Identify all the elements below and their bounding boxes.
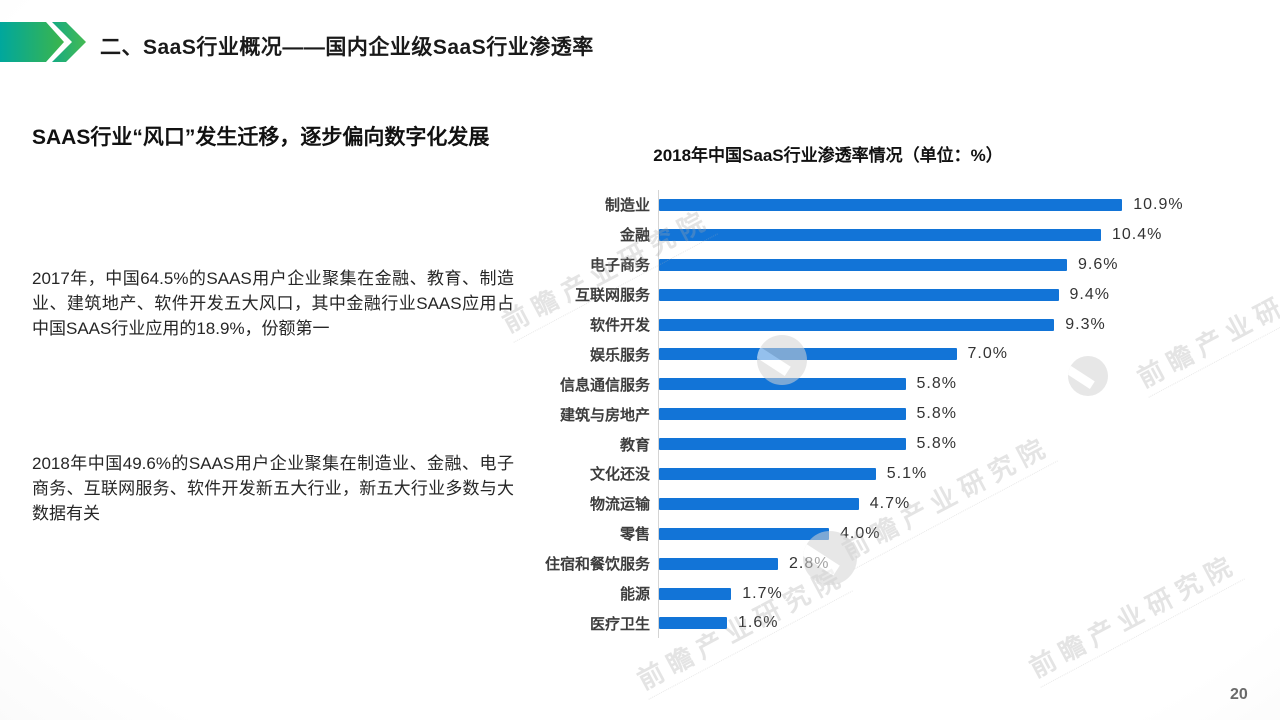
chart-plot-area: 制造业 10.9% 金融 10.4% 电子商务 9.6% 互联网服务 9.4% 软件开发 9.3%…: [540, 190, 1260, 650]
category-label: 医疗卫生: [589, 615, 650, 633]
bar: [659, 318, 1055, 331]
value-label: 1.6%: [738, 614, 779, 632]
bar-track: 7.0%: [658, 339, 1260, 370]
chart-row: 建筑与房地产 5.8%: [540, 399, 1260, 430]
value-label: 2.8%: [789, 554, 830, 572]
chart-row: 制造业 10.9%: [540, 190, 1260, 220]
chart-row: 医疗卫生 1.6%: [540, 608, 1260, 639]
category-label: 零售: [619, 526, 650, 544]
value-label: 5.8%: [916, 435, 957, 453]
bar-track: 5.8%: [658, 369, 1260, 400]
bar: [659, 348, 957, 361]
category-label: 能源: [619, 586, 650, 604]
category-label: 软件开发: [589, 317, 650, 334]
chart-row: 住宿和餐饮服务 2.8%: [540, 548, 1260, 579]
bar-track: 5.8%: [658, 399, 1260, 430]
paragraph-2018: 2018年中国49.6%的SAAS用户企业聚集在制造业、金融、电子商务、互联网服…: [32, 454, 514, 523]
category-label: 金融: [619, 227, 650, 245]
chart-row: 娱乐服务 7.0%: [540, 339, 1260, 370]
category-label: 信息通信服务: [559, 376, 650, 394]
bar-track: 9.6%: [658, 249, 1260, 280]
bar-track: 10.4%: [658, 219, 1260, 250]
bar: [659, 497, 859, 510]
chart-row: 软件开发 9.3%: [540, 309, 1260, 340]
header-arrow-icon: [0, 22, 92, 62]
chart-row: 电子商务 9.6%: [540, 249, 1260, 280]
bar-track: 2.8%: [658, 548, 1260, 579]
bar-track: 9.4%: [658, 279, 1260, 310]
category-label: 制造业: [604, 197, 650, 215]
bar: [659, 617, 727, 630]
bar-track: 10.9%: [658, 190, 1260, 220]
value-label: 10.4%: [1112, 225, 1163, 243]
value-label: 10.9%: [1133, 195, 1184, 213]
chart-row: 信息通信服务 5.8%: [540, 369, 1260, 400]
bar-track: 1.6%: [658, 608, 1260, 639]
bar-track: 5.1%: [658, 459, 1260, 489]
category-label: 住宿和餐饮服务: [544, 556, 650, 574]
bar: [659, 587, 732, 600]
bar: [659, 258, 1067, 271]
category-label: 电子商务: [589, 257, 650, 275]
chart-title: 2018年中国SaaS行业渗透率情况（单位：%）: [653, 146, 1003, 165]
bar-track: 5.8%: [658, 429, 1260, 460]
bar-track: 9.3%: [658, 309, 1260, 340]
category-label: 教育: [619, 436, 650, 454]
value-label: 1.7%: [742, 584, 783, 602]
section-heading: SAAS行业“风口”发生迁移，逐步偏向数字化发展: [32, 126, 490, 149]
bar: [659, 527, 829, 540]
bar-track: 1.7%: [658, 578, 1260, 609]
category-label: 物流运输: [589, 496, 650, 514]
chart-row: 教育 5.8%: [540, 429, 1260, 460]
bar: [659, 467, 876, 480]
bar: [659, 378, 906, 391]
slide-title: 二、SaaS行业概况——国内企业级SaaS行业渗透率: [100, 36, 594, 59]
bar: [659, 198, 1123, 211]
bar: [659, 557, 778, 570]
value-label: 9.4%: [1069, 285, 1110, 303]
category-label: 建筑与房地产: [559, 406, 650, 424]
bar: [659, 408, 906, 421]
bar: [659, 438, 906, 451]
page-number: 20: [1230, 686, 1248, 703]
category-label: 文化还没: [589, 466, 650, 484]
chart-row: 能源 1.7%: [540, 578, 1260, 609]
value-label: 7.0%: [967, 345, 1008, 363]
value-label: 4.7%: [869, 494, 911, 512]
chart-row: 零售 4.0%: [540, 518, 1260, 549]
value-label: 9.3%: [1065, 315, 1106, 333]
bar-track: 4.0%: [658, 518, 1260, 549]
bar: [659, 288, 1059, 301]
category-label: 互联网服务: [574, 287, 650, 305]
value-label: 5.8%: [916, 375, 957, 393]
chart-row: 文化还没 5.1%: [540, 459, 1260, 489]
category-label: 娱乐服务: [589, 346, 650, 364]
chart-row: 物流运输 4.7%: [540, 488, 1260, 519]
bar: [659, 228, 1101, 241]
value-label: 5.8%: [916, 405, 957, 423]
value-label: 4.0%: [840, 524, 881, 542]
value-label: 5.1%: [886, 464, 928, 482]
chart-row: 金融 10.4%: [540, 219, 1260, 250]
value-label: 9.6%: [1078, 255, 1119, 273]
chart-row: 互联网服务 9.4%: [540, 279, 1260, 310]
bar-track: 4.7%: [658, 488, 1260, 519]
paragraph-2017: 2017年，中国64.5%的SAAS用户企业聚集在金融、教育、制造业、建筑地产、…: [32, 269, 514, 338]
